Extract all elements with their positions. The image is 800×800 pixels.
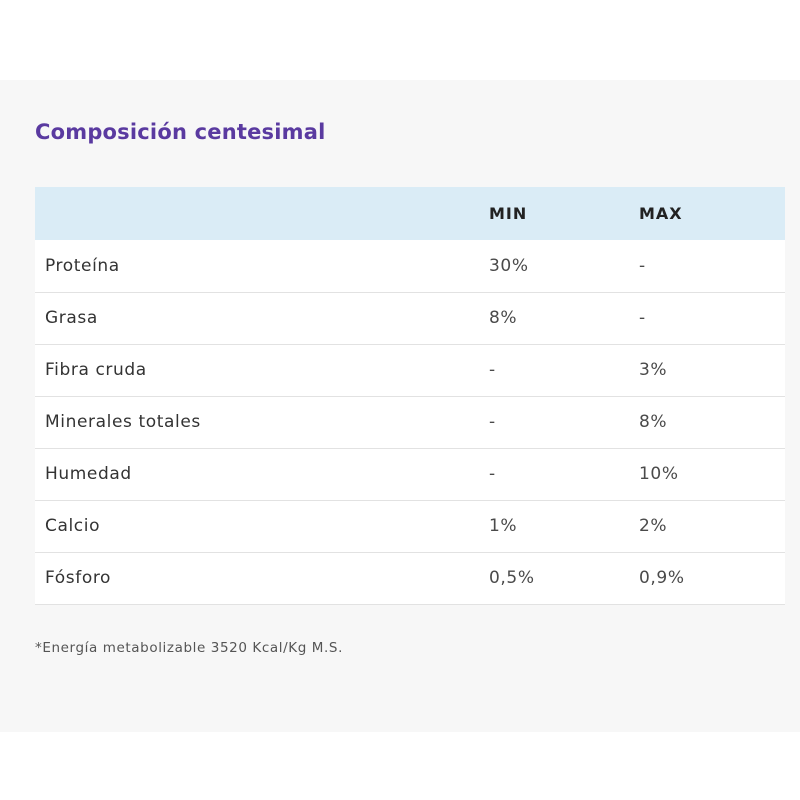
header-max: MAX <box>639 204 683 223</box>
composition-table: MIN MAX Proteína 30% - Grasa 8% - Fibra … <box>35 187 785 605</box>
min-value: 8% <box>489 308 518 328</box>
nutrient-name: Calcio <box>45 516 101 536</box>
min-value: - <box>489 464 496 484</box>
content-panel <box>0 80 800 732</box>
table-row: Calcio 1% 2% <box>35 500 785 552</box>
section-title: Composición centesimal <box>35 120 326 144</box>
nutrient-name: Minerales totales <box>45 412 201 432</box>
nutrient-name: Humedad <box>45 464 132 484</box>
table-row: Grasa 8% - <box>35 292 785 344</box>
table-row: Minerales totales - 8% <box>35 396 785 448</box>
nutrient-name: Fibra cruda <box>45 360 147 380</box>
nutrient-name: Fósforo <box>45 568 112 588</box>
max-value: 8% <box>639 412 668 432</box>
table-row: Fósforo 0,5% 0,9% <box>35 552 785 604</box>
header-min: MIN <box>489 204 528 223</box>
nutrient-name: Proteína <box>45 255 120 276</box>
max-value: - <box>639 255 646 276</box>
table-row: Fibra cruda - 3% <box>35 344 785 396</box>
max-value: 0,9% <box>639 568 685 588</box>
max-value: 3% <box>639 360 668 380</box>
max-value: 10% <box>639 464 679 484</box>
min-value: - <box>489 412 496 432</box>
table-row: Proteína 30% - <box>35 240 785 292</box>
min-value: - <box>489 360 496 380</box>
max-value: - <box>639 308 646 328</box>
min-value: 1% <box>489 516 518 536</box>
max-value: 2% <box>639 516 668 536</box>
min-value: 0,5% <box>489 568 535 588</box>
table-row: Humedad - 10% <box>35 448 785 500</box>
nutrient-name: Grasa <box>45 308 98 328</box>
min-value: 30% <box>489 255 529 276</box>
table-header-row: MIN MAX <box>35 187 785 240</box>
footnote: *Energía metabolizable 3520 Kcal/Kg M.S. <box>35 640 343 656</box>
header-nutrient <box>35 187 479 240</box>
